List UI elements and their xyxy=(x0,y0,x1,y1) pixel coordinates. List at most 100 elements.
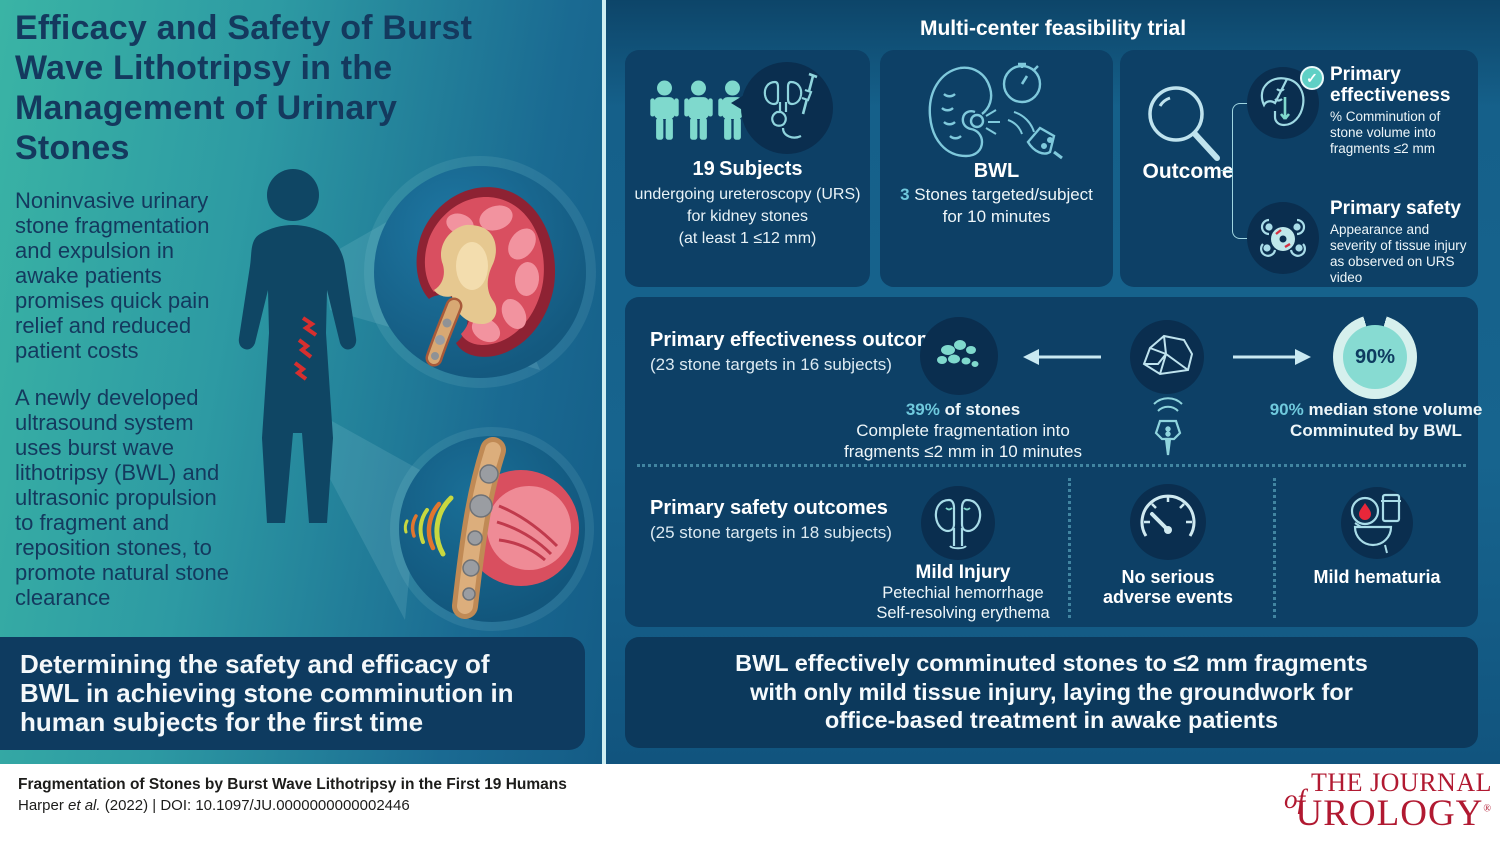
journal-line2: UROLOGY® xyxy=(1278,792,1492,835)
transducer-icon xyxy=(1153,397,1183,456)
comminution-stat: 90% median stone volume Comminuted by BW… xyxy=(1261,399,1491,441)
arrow-left-icon xyxy=(1023,349,1101,365)
body-silhouette xyxy=(238,169,357,523)
bwl-number: 3 xyxy=(900,185,910,204)
bwl-rest: Stones targeted/subject xyxy=(914,185,1093,204)
journal-logo: of THE JOURNAL UROLOGY® xyxy=(1278,768,1492,835)
trial-header: Multi-center feasibility trial xyxy=(919,17,1187,40)
safety-subtitle: (25 stone targets in 18 subjects) xyxy=(650,523,892,542)
person-icon xyxy=(684,80,713,140)
method-paragraph: A newly developed ultrasound system uses… xyxy=(15,385,230,610)
conclusion-line: BWL effectively comminuted stones to ≤2 … xyxy=(735,650,1368,676)
tissue-icon xyxy=(1247,202,1319,274)
primary-effectiveness: Primary effectiveness % Comminution of s… xyxy=(1330,64,1476,157)
subjects-detail: for kidney stones xyxy=(687,208,808,225)
intro-paragraph: Noninvasive urinary stone fragmentation … xyxy=(15,188,210,363)
mild-injury-caption: Mild Injury Petechial hemorrhage Self-re… xyxy=(838,563,1088,623)
outcome-bracket xyxy=(1232,103,1248,239)
title-line: Management of Urinary xyxy=(15,89,398,127)
outcome-card: Outcome ✓ Primary effectiveness % Commin… xyxy=(1120,50,1478,287)
no-adverse-line1: No serious xyxy=(1121,567,1215,587)
stone-icon xyxy=(1130,320,1204,394)
title-line: Efficacy and Safety of Burst xyxy=(15,9,473,47)
pain-mark-icon xyxy=(293,361,308,381)
goal-line: human subjects for the first time xyxy=(20,707,424,737)
kidney-stopwatch-icon xyxy=(928,62,1063,160)
hematuria-title: Mild hematuria xyxy=(1313,567,1441,587)
citation-title: Fragmentation of Stones by Burst Wave Li… xyxy=(18,776,567,793)
journal-line1: THE JOURNAL xyxy=(1311,768,1492,797)
title-line: Wave Lithotripsy in the xyxy=(15,49,393,87)
results-panel: Primary effectiveness outcomes (23 stone… xyxy=(625,297,1482,627)
outcome-label: Outcome xyxy=(1142,160,1234,183)
stat-39-line2: Complete fragmentation into xyxy=(856,421,1070,440)
mild-injury-title: Mild Injury xyxy=(915,562,1011,583)
ureteroscopy-icon xyxy=(741,62,833,154)
person-icon xyxy=(650,80,679,140)
subjects-label: Subjects xyxy=(719,158,803,180)
stat-90-line2: Comminuted by BWL xyxy=(1290,421,1462,440)
safety-title: Primary safety outcomes xyxy=(650,497,888,519)
subjects-number: 19 xyxy=(692,158,715,180)
dotted-divider-vertical xyxy=(1273,478,1276,618)
kidney-check-icon xyxy=(1247,67,1319,139)
left-panel: Efficacy and Safety of Burst Wave Lithot… xyxy=(0,0,602,764)
pain-mark-icon xyxy=(301,316,318,337)
registered-mark: ® xyxy=(1483,803,1492,815)
citation-author: Harper xyxy=(18,797,69,814)
no-adverse-line2: adverse events xyxy=(1102,587,1234,607)
stat-39-rest: of stones xyxy=(939,400,1021,419)
primary-effectiveness-title: Primary effectiveness xyxy=(1330,64,1451,106)
no-adverse-caption: No serious adverse events xyxy=(1068,567,1268,607)
primary-safety-desc: Appearance and severity of tissue injury… xyxy=(1330,222,1467,285)
citation-line: Harper et al. (2022) | DOI: 10.1097/JU.0… xyxy=(18,797,410,814)
citation-doi: (2022) | DOI: 10.1097/JU.000000000000244… xyxy=(100,797,410,814)
gauge-icon xyxy=(1130,484,1206,560)
goal-line: Determining the safety and efficacy of xyxy=(20,649,490,679)
primary-safety: Primary safety Appearance and severity o… xyxy=(1330,198,1476,286)
page-title: Efficacy and Safety of Burst Wave Lithot… xyxy=(15,8,590,168)
magnifier-icon xyxy=(1148,86,1220,161)
donut-value: 90% xyxy=(1343,325,1407,389)
check-icon: ✓ xyxy=(1300,66,1324,90)
subjects-count: 19 Subjects xyxy=(625,158,870,181)
stat-90-rest: median stone volume xyxy=(1303,400,1483,419)
journal-urology: UROLOGY xyxy=(1295,793,1484,834)
stat-90: 90% xyxy=(1269,400,1304,419)
donut-90-icon: 90% xyxy=(1333,315,1417,399)
pain-mark-icon xyxy=(297,338,313,359)
dotted-divider-vertical xyxy=(1068,478,1071,618)
bwl-duration: for 10 minutes xyxy=(942,207,1051,226)
ureter-stones-illustration xyxy=(399,436,585,622)
subjects-card: 19 Subjects undergoing ureteroscopy (URS… xyxy=(625,50,870,287)
primary-effectiveness-desc: % Comminution of stone volume into fragm… xyxy=(1330,109,1441,156)
subjects-detail: undergoing ureteroscopy (URS) xyxy=(634,186,861,203)
bwl-title: BWL xyxy=(880,160,1113,183)
bwl-label: BWL xyxy=(973,160,1020,182)
goal-line: BWL in achieving stone comminution in xyxy=(20,678,514,708)
bwl-protocol-card: BWL 3 Stones targeted/subject for 10 min… xyxy=(880,50,1113,287)
kidneys-icon xyxy=(921,486,995,560)
effectiveness-title: Primary effectiveness outcomes xyxy=(650,329,957,351)
arrow-right-icon xyxy=(1233,349,1311,365)
conclusion-line: with only mild tissue injury, laying the… xyxy=(750,678,1353,705)
dotted-divider xyxy=(637,464,1466,467)
citation-footer: Fragmentation of Stones by Burst Wave Li… xyxy=(0,764,1500,844)
journal-of: of xyxy=(1284,784,1306,814)
conclusion-banner: BWL effectively comminuted stones to ≤2 … xyxy=(625,637,1478,748)
mild-injury-line1: Petechial hemorrhage xyxy=(882,584,1044,602)
study-goal-banner: Determining the safety and efficacy of B… xyxy=(0,637,585,750)
hematuria-caption: Mild hematuria xyxy=(1252,567,1500,587)
effectiveness-subtitle: (23 stone targets in 16 subjects) xyxy=(650,355,892,374)
fragmentation-stat: 39% of stones Complete fragmentation int… xyxy=(838,399,1088,462)
fragments-icon xyxy=(920,317,998,395)
outcome-bracket-stub xyxy=(1221,170,1232,171)
citation-etal: et al. xyxy=(68,797,101,814)
trial-panel: Multi-center feasibility trial xyxy=(606,0,1500,764)
stat-39: 39% xyxy=(905,400,940,419)
toilet-blood-icon xyxy=(1341,487,1413,559)
stat-39-line3: fragments ≤2 mm in 10 minutes xyxy=(844,442,1082,461)
subjects-detail: (at least 1 ≤12 mm) xyxy=(678,230,817,247)
panel-divider xyxy=(602,0,606,764)
